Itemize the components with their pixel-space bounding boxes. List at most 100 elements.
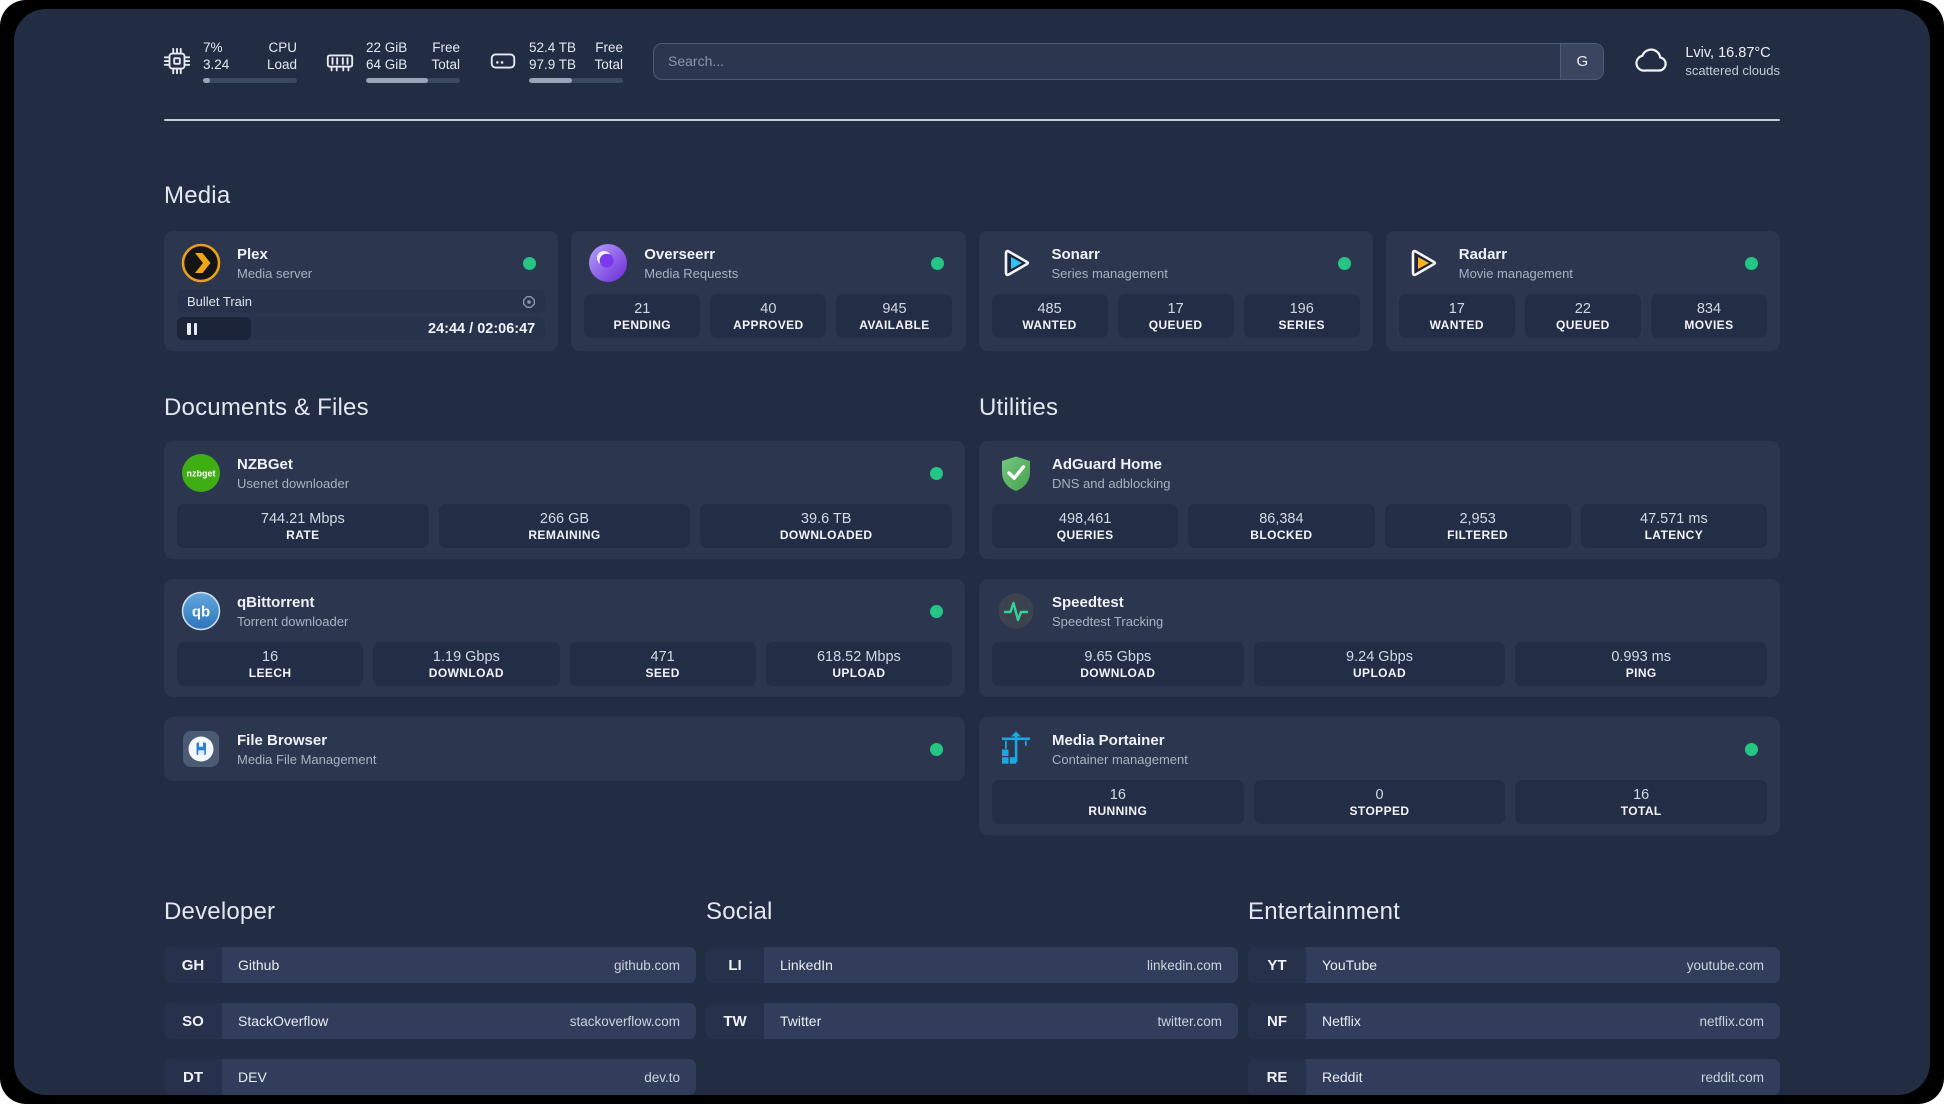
bookmark-abbr: GH bbox=[164, 947, 222, 983]
stat-queries: 498,461 QUERIES bbox=[992, 504, 1179, 548]
status-dot bbox=[1745, 742, 1758, 756]
bookmark-url: reddit.com bbox=[1700, 1069, 1764, 1085]
stat-wanted: 485 WANTED bbox=[991, 294, 1108, 338]
stat-downloaded: 39.6 TB DOWNLOADED bbox=[700, 504, 953, 548]
pause-indicator bbox=[177, 317, 251, 340]
stat-queued: 22 QUEUED bbox=[1524, 294, 1641, 338]
bookmark-linkedin[interactable]: LI LinkedIn linkedin.com bbox=[706, 947, 1238, 983]
bookmark-reddit[interactable]: RE Reddit reddit.com bbox=[1248, 1059, 1780, 1095]
section-title-entertainment: Entertainment bbox=[1248, 898, 1401, 925]
stat-movies: 834 MOVIES bbox=[1650, 294, 1767, 338]
qbittorrent-card[interactable]: qb qBittorrent Torrent downloader 16 LEE… bbox=[164, 579, 965, 697]
bookmark-abbr: YT bbox=[1248, 947, 1306, 983]
search-input[interactable] bbox=[654, 43, 1561, 79]
section-title-media: Media bbox=[164, 182, 231, 209]
speedtest-card[interactable]: Speedtest Speedtest Tracking 9.65 Gbps D… bbox=[979, 579, 1780, 697]
bookmark-name: DEV bbox=[238, 1069, 267, 1085]
stat-available: 945 AVAILABLE bbox=[836, 294, 953, 338]
cpu-progress-bar bbox=[203, 78, 297, 83]
status-dot bbox=[930, 466, 943, 480]
app-name: File Browser bbox=[237, 731, 328, 749]
memory-monitor: 22 GiB 64 GiB Free Total bbox=[325, 39, 460, 83]
disk-icon bbox=[488, 46, 518, 76]
stat-leech: 16 LEECH bbox=[177, 642, 364, 686]
svg-text:qb: qb bbox=[192, 604, 210, 621]
app-name: NZBGet bbox=[237, 455, 293, 473]
section-social: Social LI LinkedIn linkedin.com TW Twitt… bbox=[706, 897, 1238, 1095]
radarr-icon bbox=[1403, 243, 1443, 283]
section-documents: Documents & Files nzbget NZBGet Usenet d bbox=[164, 393, 965, 835]
stat-latency: 47.571 ms LATENCY bbox=[1580, 504, 1767, 548]
bookmark-youtube[interactable]: YT YouTube youtube.com bbox=[1248, 947, 1780, 983]
memory-free-value: 22 GiB bbox=[366, 40, 408, 55]
app-description: Movie management bbox=[1458, 265, 1573, 281]
bookmark-url: github.com bbox=[613, 957, 680, 973]
dashboard-panel: 7% 3.24 CPU Load bbox=[14, 9, 1930, 1095]
cpu-icon bbox=[162, 46, 192, 76]
adguard-card[interactable]: AdGuard Home DNS and adblocking 498,461 … bbox=[979, 441, 1780, 559]
stat-rate: 744.21 Mbps RATE bbox=[177, 504, 429, 548]
plex-card[interactable]: Plex Media server Bullet Train bbox=[164, 231, 559, 351]
status-dot bbox=[930, 604, 943, 618]
app-description: Series management bbox=[1051, 265, 1168, 281]
nzbget-icon: nzbget bbox=[181, 453, 221, 493]
stat-running: 16 RUNNING bbox=[992, 780, 1244, 824]
section-media: Media Plex Media server bbox=[164, 181, 1780, 351]
portainer-card[interactable]: Media Portainer Container management 16 … bbox=[979, 717, 1780, 835]
app-description: Speedtest Tracking bbox=[1052, 613, 1164, 629]
playback-time: 24:44 / 02:06:47 bbox=[428, 320, 536, 337]
stat-wanted: 17 WANTED bbox=[1398, 294, 1515, 338]
bookmark-abbr: LI bbox=[706, 947, 764, 983]
app-description: Media Requests bbox=[644, 265, 739, 281]
bookmark-url: twitter.com bbox=[1157, 1013, 1222, 1029]
bookmark-name: Reddit bbox=[1322, 1069, 1363, 1085]
search-provider-button[interactable]: G bbox=[1560, 43, 1604, 79]
stat-series: 196 SERIES bbox=[1243, 294, 1360, 338]
app-name: Radarr bbox=[1458, 245, 1508, 263]
bookmark-url: youtube.com bbox=[1686, 957, 1764, 973]
app-name: Plex bbox=[237, 245, 268, 263]
status-dot bbox=[1337, 256, 1351, 270]
memory-progress-bar bbox=[366, 78, 460, 83]
app-description: Media File Management bbox=[237, 751, 377, 767]
disk-monitor: 52.4 TB 97.9 TB Free Total bbox=[488, 39, 623, 83]
bookmark-stackoverflow[interactable]: SO StackOverflow stackoverflow.com bbox=[164, 1003, 696, 1039]
header-divider bbox=[164, 119, 1780, 121]
radarr-card[interactable]: Radarr Movie management 17 WANTED 22 QUE… bbox=[1385, 231, 1780, 351]
nzbget-card[interactable]: nzbget NZBGet Usenet downloader 744.21 M… bbox=[164, 441, 965, 559]
memory-total-value: 64 GiB bbox=[366, 57, 408, 72]
bookmark-abbr: NF bbox=[1248, 1003, 1306, 1039]
bookmark-twitter[interactable]: TW Twitter twitter.com bbox=[706, 1003, 1238, 1039]
cpu-load-value: 3.24 bbox=[203, 57, 230, 72]
bookmark-dev[interactable]: DT DEV dev.to bbox=[164, 1059, 696, 1095]
app-description: Usenet downloader bbox=[237, 475, 350, 491]
playback-device-icon bbox=[521, 294, 537, 310]
app-name: Sonarr bbox=[1051, 245, 1100, 263]
weather-condition: scattered clouds bbox=[1685, 62, 1780, 78]
bookmark-abbr: TW bbox=[706, 1003, 764, 1039]
memory-free-label: Free bbox=[432, 40, 460, 55]
stat-upload: 9.24 Gbps UPLOAD bbox=[1253, 642, 1506, 686]
bookmark-abbr: DT bbox=[164, 1059, 222, 1095]
speedtest-icon bbox=[996, 591, 1036, 631]
bookmark-name: Netflix bbox=[1322, 1013, 1361, 1029]
pause-icon bbox=[187, 322, 198, 335]
filebrowser-card[interactable]: File Browser Media File Management bbox=[164, 717, 965, 781]
bookmark-name: LinkedIn bbox=[780, 957, 833, 973]
weather-location-temp: Lviv, 16.87°C bbox=[1685, 44, 1771, 61]
cloud-icon bbox=[1634, 42, 1672, 80]
disk-total-label: Total bbox=[594, 57, 623, 72]
bookmark-url: dev.to bbox=[644, 1069, 680, 1085]
overseerr-card[interactable]: Overseerr Media Requests 21 PENDING 40 A… bbox=[571, 231, 966, 351]
bookmark-github[interactable]: GH Github github.com bbox=[164, 947, 696, 983]
sonarr-card[interactable]: Sonarr Series management 485 WANTED 17 Q… bbox=[978, 231, 1373, 351]
stat-stopped: 0 STOPPED bbox=[1253, 780, 1506, 824]
section-utilities: Utilities bbox=[979, 393, 1780, 835]
bookmark-name: Github bbox=[238, 957, 280, 973]
sonarr-icon bbox=[996, 243, 1036, 283]
section-title-utilities: Utilities bbox=[979, 394, 1059, 421]
header: 7% 3.24 CPU Load bbox=[14, 9, 1930, 83]
stat-download: 1.19 Gbps DOWNLOAD bbox=[373, 642, 560, 686]
weather-widget[interactable]: Lviv, 16.87°C scattered clouds bbox=[1634, 42, 1780, 80]
bookmark-netflix[interactable]: NF Netflix netflix.com bbox=[1248, 1003, 1780, 1039]
